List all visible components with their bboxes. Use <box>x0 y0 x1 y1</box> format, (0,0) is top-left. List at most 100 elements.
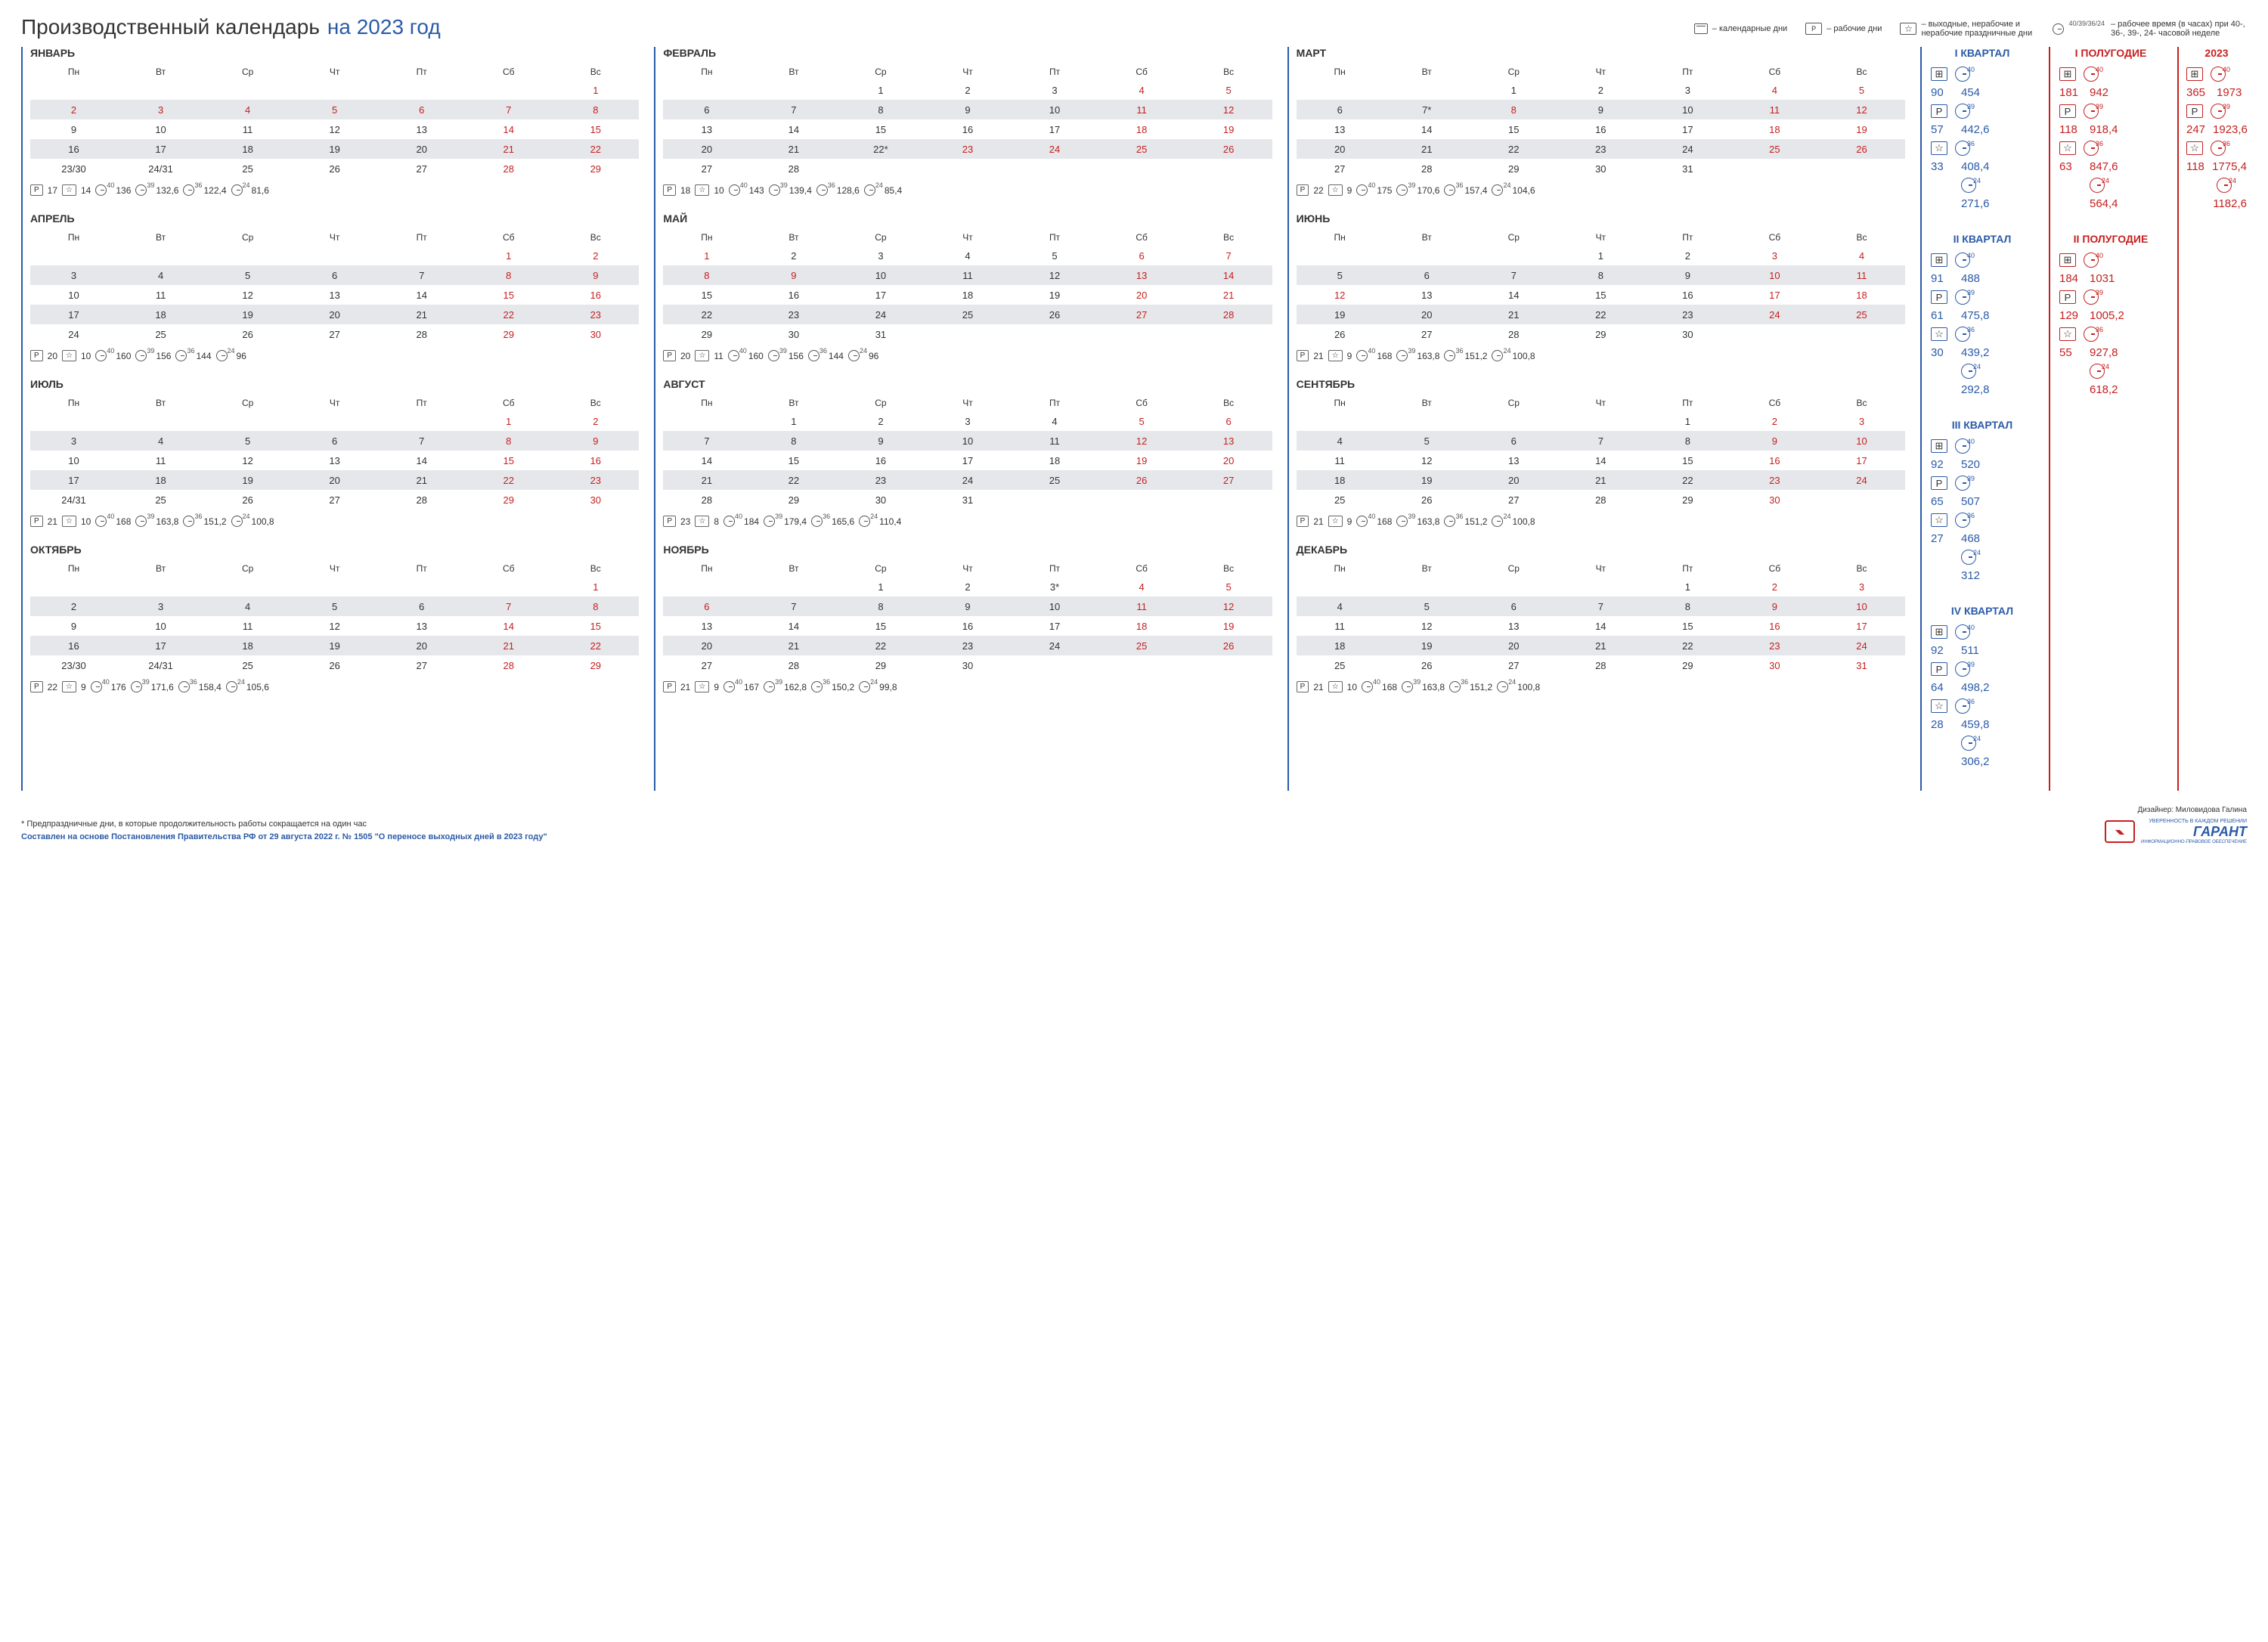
clock-icon <box>1356 184 1368 196</box>
month-stats: Р22 ☆9 4017639171,636158,424105,6 <box>30 681 639 692</box>
day-cell: 13 <box>291 451 378 470</box>
day-cell: 27 <box>378 159 465 178</box>
clock-icon <box>729 184 740 196</box>
day-cell: 17 <box>1012 616 1098 636</box>
day-cell: 20 <box>1383 305 1470 324</box>
day-cell: 30 <box>552 324 639 344</box>
day-cell: 26 <box>204 324 291 344</box>
day-cell: 18 <box>204 636 291 655</box>
day-cell <box>117 577 204 596</box>
day-cell: 18 <box>204 139 291 159</box>
day-cell: 18 <box>1012 451 1098 470</box>
day-cell: 25 <box>1012 470 1098 490</box>
month-block: АВГУСТ ПнВтСрЧтПтСбВс1234567891011121314… <box>663 378 1272 527</box>
day-cell: 13 <box>378 616 465 636</box>
summary-title: II ПОЛУГОДИЕ <box>2059 233 2162 245</box>
calendar-table: ПнВтСрЧтПтСбВс12345678910111213141516171… <box>663 64 1272 178</box>
month-name: НОЯБРЬ <box>663 544 1272 556</box>
day-cell: 27 <box>378 655 465 675</box>
day-cell: 5 <box>1098 411 1185 431</box>
day-cell: 27 <box>1098 305 1185 324</box>
work-icon: Р <box>1931 476 1947 490</box>
day-cell: 13 <box>663 119 750 139</box>
star-icon: ☆ <box>2059 141 2076 155</box>
day-cell: 21 <box>663 470 750 490</box>
day-cell: 3 <box>1818 577 1905 596</box>
day-cell: 21 <box>750 636 837 655</box>
day-cell: 26 <box>1098 470 1185 490</box>
logo-sub: ИНФОРМАЦИОННО-ПРАВОВОЕ ОБЕСПЕЧЕНИЕ <box>2141 840 2247 844</box>
day-cell: 31 <box>924 490 1011 510</box>
day-cell: 9 <box>837 431 924 451</box>
weekday-header: Пн <box>1297 395 1383 411</box>
day-cell: 9 <box>750 265 837 285</box>
legend-time: – рабочее время (в часах) при 40-, 36-, … <box>2111 20 2247 38</box>
day-cell: 22 <box>837 636 924 655</box>
summary-block: IV КВАРТАЛ ⊞40 92511 Р39 64498,2 ☆36 284… <box>1931 605 2034 768</box>
day-cell: 7 <box>1557 431 1644 451</box>
day-cell: 7 <box>750 596 837 616</box>
weekday-header: Сб <box>1731 64 1818 80</box>
day-cell: 11 <box>117 285 204 305</box>
day-cell: 15 <box>465 451 552 470</box>
day-cell: 7 <box>378 431 465 451</box>
day-cell: 25 <box>1818 305 1905 324</box>
day-cell: 2 <box>837 411 924 431</box>
summary-title: II КВАРТАЛ <box>1931 233 2034 245</box>
day-cell: 23 <box>552 305 639 324</box>
day-cell: 11 <box>924 265 1011 285</box>
day-cell: 31 <box>1644 159 1731 178</box>
day-cell: 22 <box>1644 470 1731 490</box>
day-cell: 13 <box>291 285 378 305</box>
day-cell: 14 <box>1557 451 1644 470</box>
day-cell: 21 <box>1557 470 1644 490</box>
weekday-header: Вт <box>750 395 837 411</box>
day-cell: 9 <box>552 431 639 451</box>
off-days-box: ☆ <box>695 350 709 361</box>
day-cell: 26 <box>1383 655 1470 675</box>
day-cell: 9 <box>1731 431 1818 451</box>
weekday-header: Чт <box>924 560 1011 577</box>
day-cell: 18 <box>117 305 204 324</box>
day-cell: 17 <box>1818 616 1905 636</box>
work-days-box: Р <box>30 350 43 361</box>
day-cell: 17 <box>117 636 204 655</box>
day-cell: 12 <box>204 451 291 470</box>
quarter-column: I КВАРТАЛ ⊞40 90454 Р39 57442,6 ☆36 3340… <box>1920 47 2034 791</box>
day-cell: 10 <box>117 616 204 636</box>
day-cell: 25 <box>924 305 1011 324</box>
calendar-icon <box>1694 23 1708 34</box>
day-cell: 22 <box>552 636 639 655</box>
work-days-box: Р <box>30 184 43 196</box>
weekday-header: Ср <box>837 395 924 411</box>
month-stats: Р21 ☆9 4016839163,836151,224100,8 <box>1297 350 1905 361</box>
weekday-header: Сб <box>1731 395 1818 411</box>
work-days-box: Р <box>1297 350 1309 361</box>
day-cell: 12 <box>1297 285 1383 305</box>
weekday-header: Пт <box>378 395 465 411</box>
day-cell: 11 <box>1098 100 1185 119</box>
day-cell: 24 <box>837 305 924 324</box>
star-icon: ☆ <box>1900 23 1916 35</box>
weekday-header: Пт <box>1012 560 1098 577</box>
day-cell: 26 <box>1297 324 1383 344</box>
day-cell: 28 <box>378 490 465 510</box>
day-cell <box>30 246 117 265</box>
day-cell: 8 <box>552 100 639 119</box>
day-cell: 28 <box>1185 305 1272 324</box>
day-cell: 7 <box>465 100 552 119</box>
day-cell: 19 <box>204 470 291 490</box>
day-cell: 8 <box>750 431 837 451</box>
legend-work: – рабочие дни <box>1826 24 1882 33</box>
clock-icon <box>859 681 870 692</box>
month-block: НОЯБРЬ ПнВтСрЧтПтСбВс123*456789101112131… <box>663 544 1272 692</box>
day-cell: 8 <box>1557 265 1644 285</box>
day-cell: 22 <box>465 470 552 490</box>
weekday-header: Пн <box>663 229 750 246</box>
month-column-2: ФЕВРАЛЬ ПнВтСрЧтПтСбВс123456789101112131… <box>654 47 1272 791</box>
day-cell: 28 <box>465 655 552 675</box>
day-cell: 29 <box>1557 324 1644 344</box>
day-cell: 5 <box>1012 246 1098 265</box>
day-cell: 10 <box>837 265 924 285</box>
day-cell: 3 <box>30 431 117 451</box>
